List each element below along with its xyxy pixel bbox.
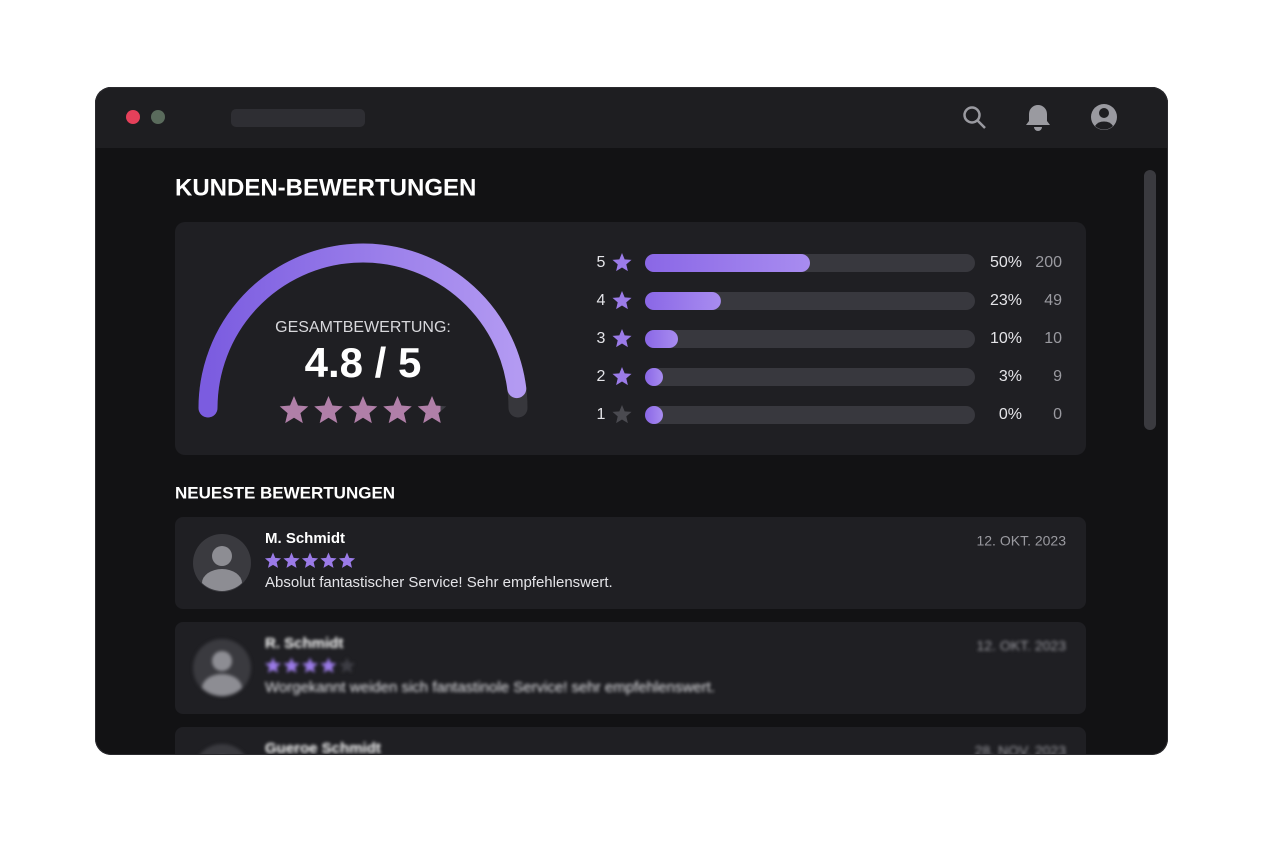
review-star [264,552,282,568]
rating-star [612,367,632,386]
avatar-head [212,651,232,671]
avatar-body [202,569,242,591]
review-date: 28. NOV. 2023 [975,743,1067,759]
review-star [338,657,356,673]
review-star [339,763,355,778]
bar-track [645,368,975,386]
review-star [301,657,319,673]
review-star [283,657,300,673]
count-label: 200 [1035,254,1062,271]
review-star [283,552,300,568]
bar [645,292,721,310]
percent-label: 50% [990,254,1022,271]
notification-icon[interactable] [1026,105,1050,131]
count-label: 10 [1044,330,1062,347]
star [314,396,343,424]
star [417,396,447,424]
percent-label: 3% [999,368,1022,385]
review-text: Worgekannt weiden sich fantastinole Serv… [265,679,715,696]
search-icon[interactable] [963,106,986,129]
bar-track [645,330,975,348]
address-bar[interactable] [231,109,365,127]
star [279,396,309,424]
star [348,396,378,424]
review-star [302,763,318,778]
profile-icon[interactable] [1091,104,1117,130]
summary-card [175,222,1086,455]
star [383,396,412,424]
review-star [283,763,299,778]
avatar [193,744,251,755]
page-title: KUNDEN-BEWERTUNGEN [175,174,476,201]
bar-track [645,406,975,424]
minimize-button[interactable] [151,110,165,124]
avatar-head [212,756,232,776]
avatar-body [202,674,242,696]
close-button[interactable] [126,110,140,124]
section-title: NEUESTE BEWERTUNGEN [175,483,395,502]
review: Gueroe Schmidt 28. NOV. 2023 [193,740,1067,801]
rating-level: 1 [597,406,606,423]
review-date: 12. OKT. 2023 [976,533,1066,549]
review-card [175,727,1086,755]
avatar-head [212,546,232,566]
scrollbar[interactable] [1144,170,1156,430]
review-card [175,517,1086,609]
review-star [301,552,319,568]
count-label: 9 [1053,368,1062,385]
review-star [320,763,336,778]
review: M. Schmidt 12. OKT. 2023 Absolut fantastis… [193,530,1066,592]
percent-label: 10% [990,330,1022,347]
rating-level: 2 [597,368,606,385]
window-frame [95,87,1168,755]
reviewer-name: Gueroe Schmidt [265,740,381,757]
rating-level: 3 [597,330,606,347]
rating-level: 4 [597,292,606,309]
bar [645,368,663,386]
avatar-body [202,779,242,801]
review-star [264,657,282,673]
summary-label: GESAMTBEWERTUNG: [275,319,451,336]
gauge-fill [198,243,527,418]
count-label: 0 [1053,406,1062,423]
reviewer-name: M. Schmidt [265,530,345,547]
rating-star [612,291,632,310]
rating-star [612,329,632,348]
percent-label: 23% [990,292,1022,309]
rating-star [612,253,632,272]
reviewer-name: R. Schmidt [265,635,343,652]
review-text: Absolut fantastischer Service! Sehr empf… [265,574,613,591]
summary-score: 4.8 / 5 [305,339,422,386]
review-star [320,552,337,568]
rating-star [612,405,632,424]
bar-track [645,292,975,310]
review-star [265,763,281,778]
review-date: 12. OKT. 2023 [976,638,1066,654]
review-card [175,622,1086,714]
rating-level: 5 [597,254,606,271]
count-label: 49 [1044,292,1062,309]
percent-label: 0% [999,406,1022,423]
bar [645,254,810,272]
review-star [338,552,356,568]
review: R. Schmidt 12. OKT. 2023 Worgekannt weiden… [193,635,1066,697]
bar [645,330,678,348]
review-star [320,657,337,673]
bar [645,406,663,424]
